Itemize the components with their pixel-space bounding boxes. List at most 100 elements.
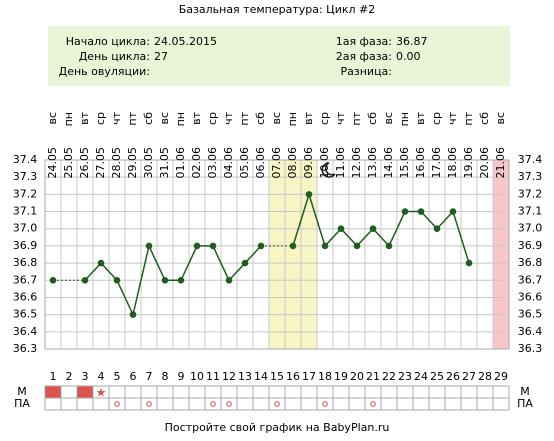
date-label: 20.06 <box>478 147 491 179</box>
temperature-point <box>305 191 313 198</box>
circle-marker <box>210 401 216 407</box>
weekday-label: чт <box>110 111 123 124</box>
date-label: 09.06 <box>302 147 315 179</box>
date-label: 30.05 <box>142 147 155 179</box>
info-label: День цикла: <box>79 50 150 63</box>
temperature-point <box>337 225 345 233</box>
date-label: 17.06 <box>430 147 443 179</box>
row-cell <box>188 397 206 411</box>
weekday-label: пт <box>126 111 139 125</box>
weekday-label: ср <box>318 112 331 125</box>
temperature-point <box>417 208 425 215</box>
date-label: 07.06 <box>270 147 283 179</box>
weekday-label: вт <box>414 111 427 124</box>
y-tick-label-right: 36.4 <box>518 325 543 338</box>
temperature-line <box>84 243 262 317</box>
row-cell <box>396 397 414 411</box>
row-cell <box>364 397 382 411</box>
circle-marker <box>370 401 376 407</box>
footer: Постройте свой график на BabyPlan.ru <box>165 421 390 434</box>
row-cell <box>332 385 350 399</box>
temperature-point <box>321 242 329 250</box>
temperature-point <box>129 311 137 318</box>
x-tick-label: 8 <box>162 370 169 383</box>
info-value: 0.00 <box>396 50 421 63</box>
row-cell <box>348 397 366 411</box>
info-value: 36.87 <box>396 35 428 48</box>
temperature-point <box>145 242 153 250</box>
y-tick-label: 36.9 <box>13 239 38 252</box>
row-cell <box>236 397 254 411</box>
weekday-label: пн <box>286 112 299 126</box>
star-marker: ★ <box>96 386 107 400</box>
y-tick-label-right: 37.0 <box>518 222 543 235</box>
row-cell <box>92 397 110 411</box>
weekday-label: пт <box>350 111 363 125</box>
row-cell <box>476 397 494 411</box>
weekday-label: сб <box>478 112 491 125</box>
date-label: 31.05 <box>158 147 171 179</box>
temperature-point <box>177 276 185 284</box>
row-cell <box>44 397 62 411</box>
date-label: 06.06 <box>254 147 267 179</box>
plot-border <box>44 159 510 350</box>
date-label: 19.06 <box>462 147 475 179</box>
row-cell <box>156 385 174 399</box>
row-cell <box>44 385 62 399</box>
circle-marker <box>226 401 232 407</box>
highlight-band <box>493 160 509 349</box>
temperature-point <box>369 225 377 233</box>
row-cell <box>412 397 430 411</box>
x-tick-label: 18 <box>318 370 332 383</box>
row-cell <box>188 385 206 399</box>
date-label: 25.05 <box>62 147 75 179</box>
temperature-point <box>353 242 361 250</box>
x-tick-label: 22 <box>382 370 396 383</box>
weekday-label: сб <box>366 112 379 125</box>
weekday-label: ср <box>430 112 443 125</box>
highlight-band <box>269 160 317 349</box>
weekday-label: вс <box>158 112 171 125</box>
x-tick-label: 2 <box>66 370 73 383</box>
x-tick-label: 3 <box>82 370 89 383</box>
temperature-point <box>49 276 57 284</box>
row-cell <box>268 385 286 399</box>
x-tick-label: 9 <box>178 370 185 383</box>
y-tick-label-right: 36.8 <box>518 256 543 269</box>
row-cell <box>60 385 78 399</box>
y-tick-label: 36.7 <box>13 273 38 286</box>
row-cell <box>236 385 254 399</box>
chart-title: Базальная температура: Цикл #2 <box>179 3 376 16</box>
x-tick-label: 5 <box>114 370 121 383</box>
row-cell <box>284 385 302 399</box>
weekday-label: вт <box>302 111 315 124</box>
weekday-label: чт <box>222 111 235 124</box>
x-tick-label: 27 <box>462 370 476 383</box>
row-cell <box>492 397 510 411</box>
row-cell <box>172 397 190 411</box>
temperature-point <box>465 259 473 267</box>
row-cell <box>140 397 158 411</box>
x-tick-label: 23 <box>398 370 412 383</box>
x-tick-label: 10 <box>190 370 204 383</box>
info-value: 24.05.2015 <box>154 35 217 48</box>
x-tick-label: 24 <box>414 370 428 383</box>
row-cell <box>444 385 462 399</box>
weekday-label: вс <box>46 112 59 125</box>
row-cell <box>252 397 270 411</box>
temperature-point <box>193 242 201 250</box>
y-tick-label: 37.4 <box>13 153 38 166</box>
row-cell <box>332 397 350 411</box>
row-cell <box>60 397 78 411</box>
row-cell <box>268 397 286 411</box>
y-tick-label-right: 37.3 <box>518 170 543 183</box>
date-label: 29.05 <box>126 147 139 179</box>
weekday-label: вс <box>382 112 395 125</box>
x-tick-label: 29 <box>494 370 508 383</box>
y-tick-label: 37.3 <box>13 170 38 183</box>
row-cell <box>284 397 302 411</box>
date-label: 02.06 <box>190 147 203 179</box>
x-tick-label: 25 <box>430 370 444 383</box>
row-cell <box>348 385 366 399</box>
x-tick-label: 20 <box>350 370 364 383</box>
